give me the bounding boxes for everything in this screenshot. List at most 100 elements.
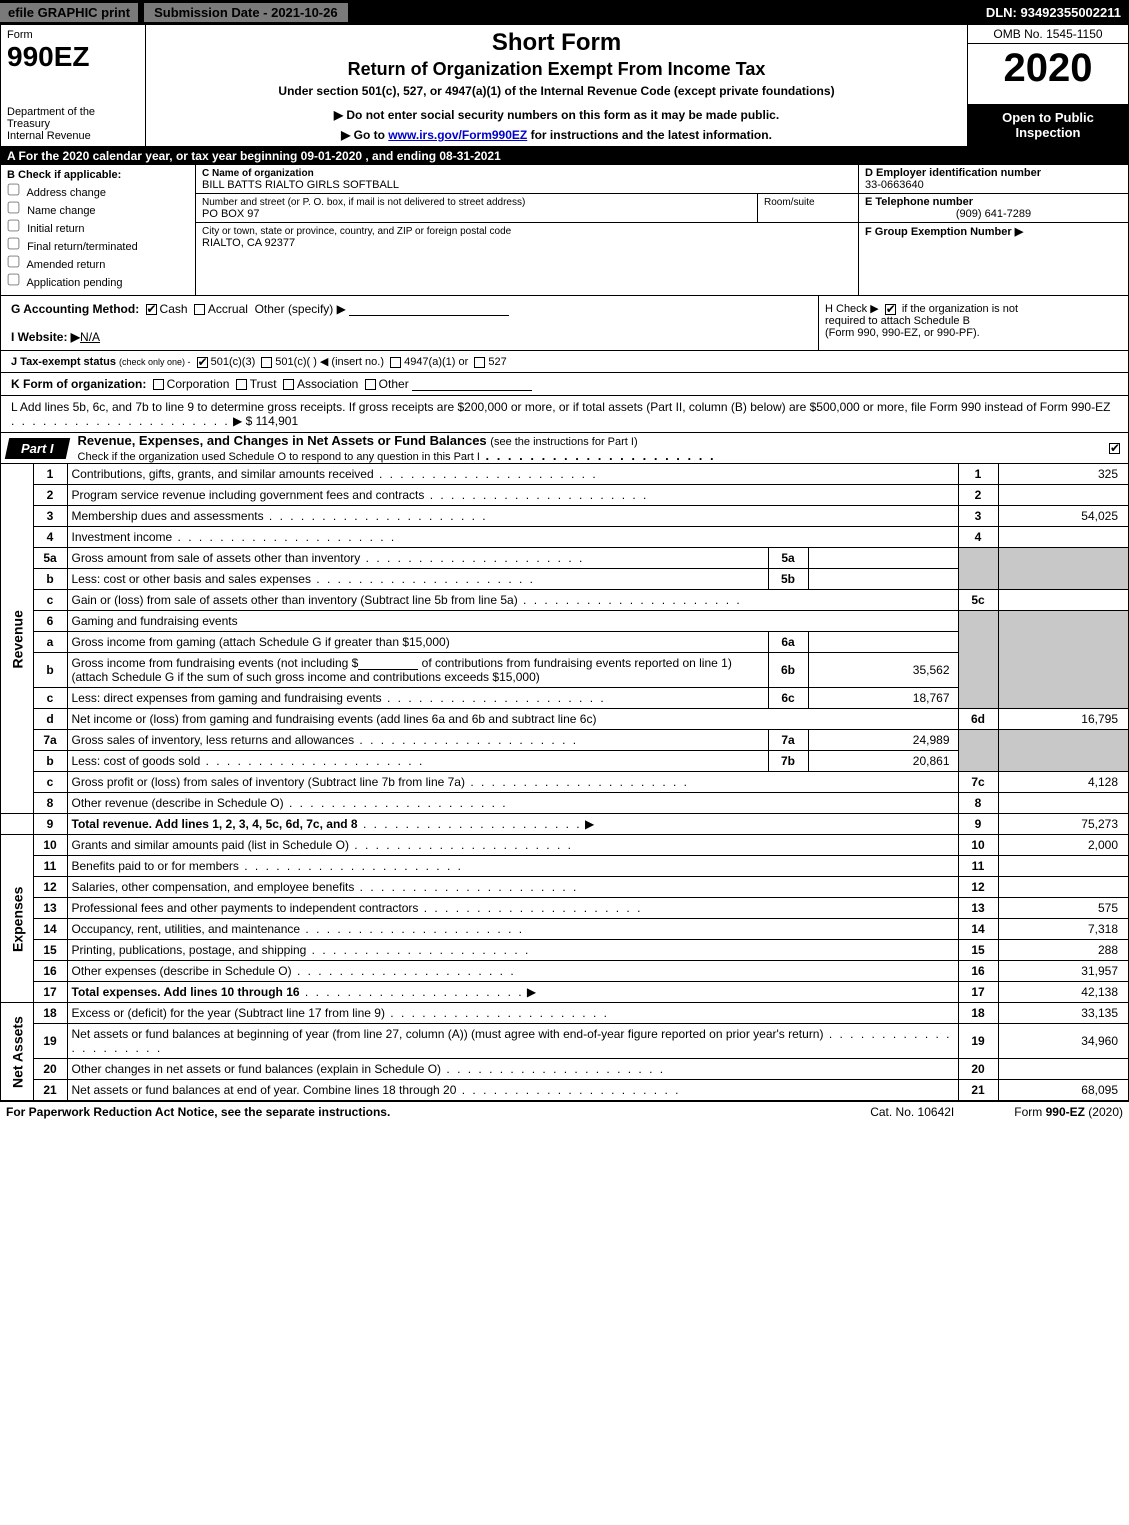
line-1-val: 325: [998, 464, 1128, 485]
line-3-val: 54,025: [998, 506, 1128, 527]
part-i-table: Revenue 1Contributions, gifts, grants, a…: [1, 464, 1128, 1101]
line-21-desc: Net assets or fund balances at end of ye…: [72, 1083, 457, 1097]
cb-schedule-b[interactable]: [885, 304, 896, 315]
irs-link[interactable]: www.irs.gov/Form990EZ: [388, 128, 527, 142]
part-i-checkline: Check if the organization used Schedule …: [78, 451, 480, 463]
form-title: Short Form: [154, 29, 959, 57]
form-number: 990EZ: [7, 41, 139, 73]
line-6a-desc: Gross income from gaming (attach Schedul…: [72, 635, 450, 649]
line-14-val: 7,318: [998, 919, 1128, 940]
j-label: J Tax-exempt status: [11, 356, 116, 368]
c-city-value: RIALTO, CA 92377: [202, 237, 295, 249]
cb-cash[interactable]: [146, 304, 157, 315]
row-gh: G Accounting Method: Cash Accrual Other …: [1, 296, 1128, 351]
cb-application-pending[interactable]: Application pending: [19, 273, 189, 289]
line-6a-mval: [808, 632, 958, 653]
line-6d-val: 16,795: [998, 709, 1128, 730]
cb-amended-return[interactable]: Amended return: [19, 255, 189, 271]
line-7c-desc: Gross profit or (loss) from sales of inv…: [72, 775, 465, 789]
line-20-val: [998, 1059, 1128, 1080]
footer-cat-no: Cat. No. 10642I: [870, 1105, 954, 1119]
line-1: Revenue 1Contributions, gifts, grants, a…: [1, 464, 1128, 485]
line-5c-val: [998, 590, 1128, 611]
j-o3: 4947(a)(1) or: [404, 356, 468, 368]
cb-name-change[interactable]: Name change: [19, 201, 189, 217]
line-20-desc: Other changes in net assets or fund bala…: [72, 1062, 442, 1076]
line-12: 12Salaries, other compensation, and empl…: [1, 877, 1128, 898]
k-assoc: Association: [297, 377, 358, 391]
line-15-desc: Printing, publications, postage, and shi…: [72, 943, 307, 957]
line-5b-mval: [808, 569, 958, 590]
line-7a-desc: Gross sales of inventory, less returns a…: [72, 733, 355, 747]
goto-post: for instructions and the latest informat…: [527, 128, 772, 142]
dln-label: DLN: 93492355002211: [986, 5, 1129, 20]
line-1-desc: Contributions, gifts, grants, and simila…: [72, 467, 374, 481]
cb-accrual[interactable]: [194, 304, 205, 315]
form-subtitle: Return of Organization Exempt From Incom…: [154, 59, 959, 80]
line-5a-mval: [808, 548, 958, 569]
l-text: L Add lines 5b, 6c, and 7b to line 9 to …: [11, 400, 1110, 414]
line-10-val: 2,000: [998, 835, 1128, 856]
cb-schedule-o[interactable]: [1109, 443, 1120, 454]
j-o4: 527: [488, 356, 506, 368]
cb-assoc[interactable]: [283, 379, 294, 390]
footer-year: (2020): [1085, 1105, 1123, 1119]
i-label: I Website: ▶: [11, 330, 80, 344]
line-8: 8Other revenue (describe in Schedule O)8: [1, 793, 1128, 814]
cb-trust[interactable]: [236, 379, 247, 390]
dept-line2: Internal Revenue: [7, 130, 91, 142]
line-12-val: [998, 877, 1128, 898]
i-value: N/A: [80, 330, 100, 344]
c-name-label: C Name of organization: [202, 168, 314, 179]
cb-corp[interactable]: [153, 379, 164, 390]
h-line2: required to attach Schedule B: [825, 315, 970, 327]
g-accrual: Accrual: [208, 302, 248, 316]
line-6d-desc: Net income or (loss) from gaming and fun…: [72, 712, 597, 726]
line-15-val: 288: [998, 940, 1128, 961]
l-amount: 114,901: [256, 414, 299, 428]
line-9: 9Total revenue. Add lines 1, 2, 3, 4, 5c…: [1, 814, 1128, 835]
cb-501c[interactable]: [261, 357, 272, 368]
line-12-desc: Salaries, other compensation, and employ…: [72, 880, 355, 894]
row-j: J Tax-exempt status (check only one) - 5…: [1, 351, 1128, 373]
g-i-block: G Accounting Method: Cash Accrual Other …: [1, 296, 818, 350]
line-18-desc: Excess or (deficit) for the year (Subtra…: [72, 1006, 385, 1020]
header-center: Short Form Return of Organization Exempt…: [146, 25, 968, 146]
cb-final-return[interactable]: Final return/terminated: [19, 237, 189, 253]
line-4-desc: Investment income: [72, 530, 173, 544]
h-schedule-b: H Check ▶ if the organization is not req…: [818, 296, 1128, 350]
line-19-val: 34,960: [998, 1024, 1128, 1059]
cb-address-change[interactable]: Address change: [19, 183, 189, 199]
under-section: Under section 501(c), 527, or 4947(a)(1)…: [154, 84, 959, 98]
line-10-desc: Grants and similar amounts paid (list in…: [72, 838, 349, 852]
goto-pre: ▶ Go to: [341, 128, 388, 142]
cb-initial-return[interactable]: Initial return: [19, 219, 189, 235]
part-i-title: Revenue, Expenses, and Changes in Net As…: [78, 433, 1109, 463]
goto-line: ▶ Go to www.irs.gov/Form990EZ for instru…: [154, 128, 959, 142]
row-k: K Form of organization: Corporation Trus…: [1, 373, 1128, 396]
col-b-checkboxes: B Check if applicable: Address change Na…: [1, 165, 196, 295]
efile-print-label: efile GRAPHIC print: [0, 3, 138, 22]
line-20: 20Other changes in net assets or fund ba…: [1, 1059, 1128, 1080]
g-accounting: G Accounting Method: Cash Accrual Other …: [11, 302, 808, 316]
line-4: 4Investment income4: [1, 527, 1128, 548]
cb-4947[interactable]: [390, 357, 401, 368]
l-dots: [11, 414, 230, 428]
line-6c-mval: 18,767: [808, 688, 958, 709]
line-7c: cGross profit or (loss) from sales of in…: [1, 772, 1128, 793]
k-other-blank[interactable]: [412, 377, 532, 391]
cb-501c3[interactable]: [197, 357, 208, 368]
line-16-desc: Other expenses (describe in Schedule O): [72, 964, 292, 978]
footer-left: For Paperwork Reduction Act Notice, see …: [6, 1105, 390, 1119]
j-sub: (check only one) -: [119, 357, 191, 367]
line-6-desc: Gaming and fundraising events: [67, 611, 958, 632]
g-other-blank[interactable]: [349, 302, 509, 316]
line-14: 14Occupancy, rent, utilities, and mainte…: [1, 919, 1128, 940]
cb-other-org[interactable]: [365, 379, 376, 390]
line-7b-desc: Less: cost of goods sold: [72, 754, 201, 768]
cb-527[interactable]: [474, 357, 485, 368]
line-16-val: 31,957: [998, 961, 1128, 982]
g-cash: Cash: [160, 302, 188, 316]
block-bcdef: B Check if applicable: Address change Na…: [1, 165, 1128, 296]
line-4-val: [998, 527, 1128, 548]
